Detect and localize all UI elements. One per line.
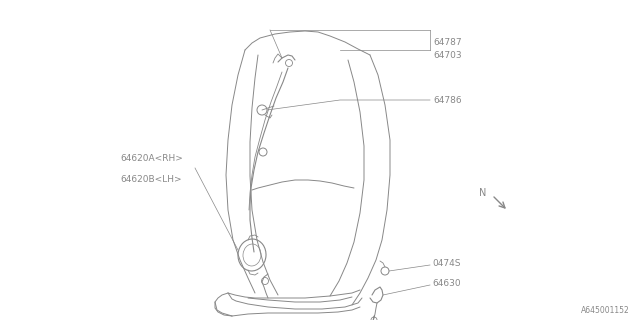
Text: 64787: 64787 xyxy=(433,38,461,47)
Text: 64620B<LH>: 64620B<LH> xyxy=(120,175,182,184)
Text: A645001152: A645001152 xyxy=(581,306,630,315)
Text: 0474S: 0474S xyxy=(432,260,461,268)
Text: 64786: 64786 xyxy=(433,95,461,105)
Text: 64630: 64630 xyxy=(432,278,461,287)
Text: 64703: 64703 xyxy=(433,51,461,60)
Text: N: N xyxy=(479,188,486,198)
Text: 64620A<RH>: 64620A<RH> xyxy=(120,154,183,163)
